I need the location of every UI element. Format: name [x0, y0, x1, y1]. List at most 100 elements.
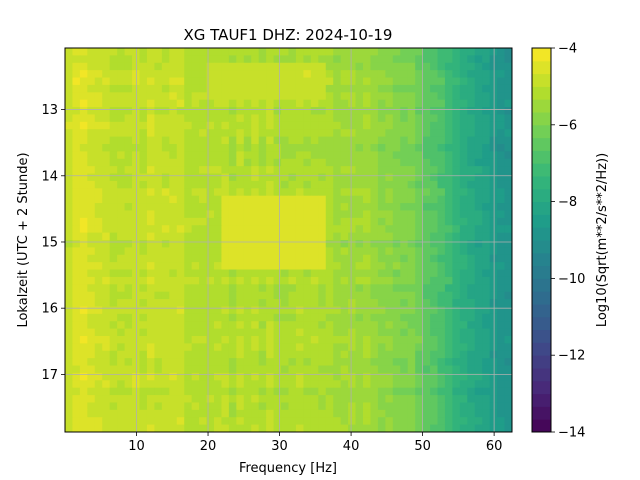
heatmap-cell — [184, 343, 193, 352]
heatmap-cell — [191, 328, 200, 337]
heatmap-cell — [303, 402, 312, 411]
heatmap-cell — [139, 380, 148, 389]
heatmap-cell — [325, 144, 334, 152]
heatmap-cell — [310, 254, 319, 263]
colorbar-segment — [532, 355, 551, 369]
heatmap-cell — [385, 84, 394, 93]
heatmap-cell — [363, 77, 372, 86]
heatmap-cell — [94, 180, 103, 189]
heatmap-cell — [206, 62, 215, 71]
heatmap-cell — [154, 409, 163, 418]
heatmap-cell — [266, 409, 275, 418]
heatmap-cell — [385, 306, 394, 315]
heatmap-cell — [474, 306, 483, 315]
heatmap-cell — [236, 365, 245, 374]
heatmap-cell — [310, 144, 319, 152]
colorbar-frame — [531, 47, 552, 433]
heatmap-cell — [363, 284, 372, 293]
heatmap-cell — [444, 247, 453, 256]
heatmap-cell — [377, 321, 386, 330]
heatmap-cell — [154, 158, 163, 167]
heatmap-cell — [407, 365, 416, 374]
heatmap-cell — [161, 203, 170, 212]
heatmap-cell — [459, 262, 468, 271]
heatmap-cell — [467, 180, 476, 189]
heatmap-cell — [228, 77, 237, 86]
heatmap-cell — [467, 358, 476, 367]
heatmap-cell — [65, 151, 74, 160]
heatmap-cell — [444, 114, 453, 123]
heatmap-cell — [281, 409, 290, 418]
heatmap-cell — [318, 121, 327, 130]
heatmap-cell — [176, 254, 185, 263]
heatmap-cell — [348, 409, 357, 418]
heatmap-cell — [65, 380, 74, 389]
heatmap-cell — [146, 99, 155, 108]
heatmap-cell — [430, 387, 439, 396]
heatmap-cell — [310, 291, 319, 300]
heatmap-cell — [146, 180, 155, 189]
heatmap-cell — [474, 380, 483, 389]
heatmap-cell — [72, 188, 81, 197]
heatmap-cell — [124, 203, 133, 212]
heatmap-cell — [325, 387, 334, 396]
heatmap-cell — [184, 409, 193, 418]
heatmap-cell — [437, 402, 446, 411]
heatmap-cell — [87, 129, 96, 138]
heatmap-cell — [221, 107, 230, 116]
heatmap-cell — [415, 188, 424, 197]
heatmap-cell — [72, 262, 81, 271]
heatmap-cell — [482, 299, 491, 308]
heatmap-cell — [482, 188, 491, 197]
heatmap-cell — [258, 144, 267, 152]
heatmap-cell — [392, 121, 401, 130]
heatmap-cell — [72, 114, 81, 123]
heatmap-cell — [65, 136, 74, 145]
heatmap-cell — [161, 387, 170, 396]
heatmap-cell — [184, 395, 193, 404]
heatmap-cell — [109, 313, 118, 322]
heatmap-cell — [318, 365, 327, 374]
colorbar-segment — [532, 240, 551, 254]
heatmap-cell — [407, 114, 416, 123]
heatmap-cell — [348, 380, 357, 389]
heatmap-cell — [139, 313, 148, 322]
heatmap-cell — [407, 350, 416, 359]
heatmap-cell — [199, 158, 208, 167]
heatmap-cell — [102, 195, 111, 204]
heatmap-cell — [444, 225, 453, 234]
heatmap-cell — [385, 424, 394, 432]
heatmap-cell — [161, 358, 170, 367]
heatmap-cell — [79, 121, 88, 130]
heatmap-cell — [154, 321, 163, 330]
heatmap-cell — [377, 409, 386, 418]
heatmap-cell — [370, 188, 379, 197]
heatmap-cell — [452, 77, 461, 86]
heatmap-cell — [65, 188, 74, 197]
heatmap-cell — [132, 158, 141, 167]
heatmap-cell — [102, 210, 111, 219]
heatmap-cell — [504, 343, 512, 352]
heatmap-cell — [310, 276, 319, 285]
heatmap-cell — [482, 350, 491, 359]
heatmap-cell — [422, 328, 431, 337]
heatmap-cell — [236, 217, 245, 226]
heatmap-cell — [273, 402, 282, 411]
heatmap-cell — [169, 62, 178, 71]
heatmap-cell — [363, 188, 372, 197]
heatmap-cell — [489, 195, 498, 204]
heatmap-cell — [415, 77, 424, 86]
heatmap-cell — [467, 372, 476, 381]
heatmap-cell — [94, 107, 103, 116]
heatmap-cell — [94, 402, 103, 411]
heatmap-cell — [281, 158, 290, 167]
heatmap-cell — [281, 77, 290, 86]
heatmap-cell — [214, 144, 223, 152]
heatmap-cell — [228, 365, 237, 374]
heatmap-cell — [281, 232, 290, 241]
heatmap-cell — [228, 62, 237, 71]
heatmap-cell — [243, 210, 252, 219]
heatmap-cell — [377, 225, 386, 234]
heatmap-cell — [295, 402, 304, 411]
heatmap-cell — [258, 114, 267, 123]
